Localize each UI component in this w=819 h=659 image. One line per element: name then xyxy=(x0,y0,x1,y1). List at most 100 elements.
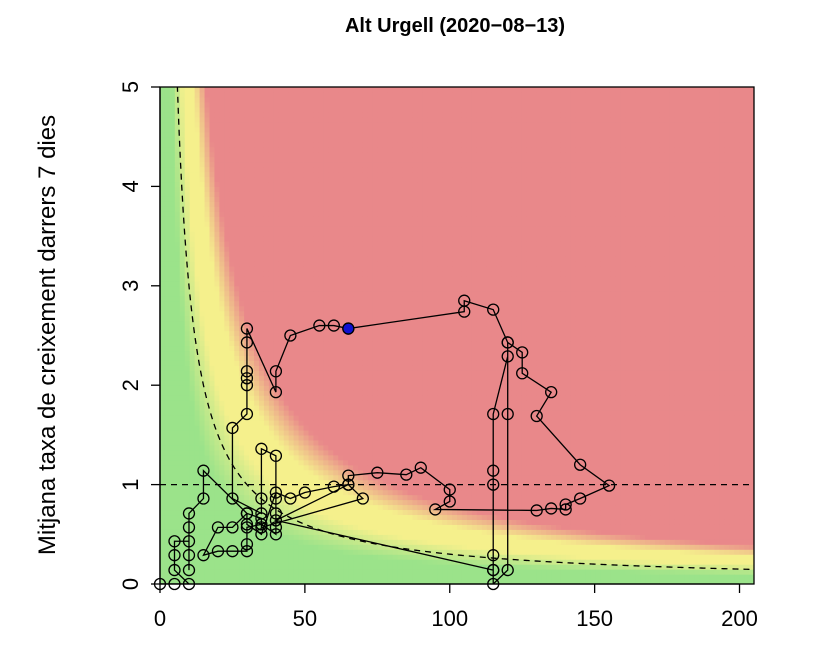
heatmap-cell xyxy=(328,96,334,103)
heatmap-cell xyxy=(259,101,265,108)
heatmap-cell xyxy=(259,221,265,227)
heatmap-cell xyxy=(328,131,334,138)
heatmap-cell xyxy=(268,270,275,277)
heatmap-cell xyxy=(244,191,250,197)
heatmap-cell xyxy=(353,370,359,376)
heatmap-cell xyxy=(367,395,374,401)
heatmap-cell xyxy=(382,310,389,317)
heatmap-cell xyxy=(239,126,245,133)
heatmap-cell xyxy=(184,579,191,584)
heatmap-cell xyxy=(387,106,394,113)
heatmap-cell xyxy=(343,345,349,352)
heatmap-cell xyxy=(229,350,235,356)
heatmap-cell xyxy=(303,126,310,133)
heatmap-cell xyxy=(164,236,171,242)
heatmap-cell xyxy=(169,300,176,307)
heatmap-cell xyxy=(353,111,359,118)
heatmap-cell xyxy=(259,424,265,431)
heatmap-cell xyxy=(160,196,166,202)
heatmap-cell xyxy=(199,255,206,262)
heatmap-cell xyxy=(303,91,310,98)
heatmap-cell xyxy=(189,196,196,202)
heatmap-cell xyxy=(278,121,285,128)
heatmap-cell xyxy=(283,161,290,168)
heatmap-cell xyxy=(259,434,265,441)
heatmap-cell xyxy=(184,156,191,163)
heatmap-cell xyxy=(328,375,334,381)
heatmap-cell xyxy=(318,161,324,168)
heatmap-cell xyxy=(333,524,339,530)
heatmap-cell xyxy=(333,300,339,307)
heatmap-cell xyxy=(333,166,339,173)
heatmap-cell xyxy=(353,385,359,391)
heatmap-cell xyxy=(189,419,196,426)
heatmap-cell xyxy=(318,236,324,242)
heatmap-cell xyxy=(382,206,389,212)
heatmap-cell xyxy=(214,126,220,133)
heatmap-cell xyxy=(268,479,275,486)
heatmap-cell xyxy=(382,106,389,113)
heatmap-cell xyxy=(283,524,290,530)
heatmap-cell xyxy=(402,579,409,584)
heatmap-cell xyxy=(358,474,364,481)
heatmap-cell xyxy=(348,410,354,416)
heatmap-cell xyxy=(402,141,409,148)
heatmap-cell xyxy=(199,350,206,356)
heatmap-cell xyxy=(367,156,374,163)
heatmap-cell xyxy=(358,564,364,570)
heatmap-cell xyxy=(387,375,394,381)
heatmap-cell xyxy=(338,350,344,356)
heatmap-cell xyxy=(333,221,339,227)
heatmap-cell xyxy=(387,524,394,530)
heatmap-cell xyxy=(367,375,374,381)
heatmap-cell xyxy=(298,375,305,381)
heatmap-cell xyxy=(283,216,290,222)
heatmap-cell xyxy=(377,429,384,436)
heatmap-cell xyxy=(214,315,220,322)
heatmap-cell xyxy=(278,265,285,272)
heatmap-cell xyxy=(194,156,201,163)
heatmap-cell xyxy=(164,499,171,506)
heatmap-cell xyxy=(214,106,220,113)
heatmap-cell xyxy=(367,325,374,332)
heatmap-cell xyxy=(338,146,344,153)
heatmap-cell xyxy=(298,106,305,113)
heatmap-cell xyxy=(268,320,275,327)
heatmap-cell xyxy=(348,449,354,456)
heatmap-cell xyxy=(293,270,300,277)
heatmap-cell xyxy=(229,136,235,143)
heatmap-cell xyxy=(367,489,374,496)
heatmap-cell xyxy=(179,131,186,138)
heatmap-cell xyxy=(249,439,255,446)
heatmap-cell xyxy=(204,146,211,153)
heatmap-cell xyxy=(303,260,310,267)
heatmap-cell xyxy=(367,479,374,486)
heatmap-cell xyxy=(160,375,166,381)
heatmap-cell xyxy=(273,340,280,347)
heatmap-cell xyxy=(214,310,220,317)
heatmap-cell xyxy=(209,161,216,168)
heatmap-cell xyxy=(209,529,216,535)
heatmap-cell xyxy=(184,101,191,108)
heatmap-cell xyxy=(308,454,315,461)
heatmap-cell xyxy=(204,181,211,187)
heatmap-cell xyxy=(397,156,404,163)
heatmap-cell xyxy=(189,509,196,516)
heatmap-cell xyxy=(278,211,285,217)
heatmap-cell xyxy=(397,405,404,411)
heatmap-cell xyxy=(199,246,206,252)
heatmap-cell xyxy=(234,246,240,252)
heatmap-cell xyxy=(194,554,201,560)
heatmap-cell xyxy=(328,469,334,476)
heatmap-cell xyxy=(372,444,379,451)
heatmap-cell xyxy=(249,111,255,118)
heatmap-cell xyxy=(174,131,181,138)
heatmap-cell xyxy=(174,246,181,252)
heatmap-cell xyxy=(298,429,305,436)
heatmap-cell xyxy=(278,579,285,584)
heatmap-cell xyxy=(249,484,255,491)
heatmap-cell xyxy=(184,236,191,242)
heatmap-cell xyxy=(288,156,295,163)
heatmap-cell xyxy=(268,111,275,118)
heatmap-cell xyxy=(259,564,265,570)
